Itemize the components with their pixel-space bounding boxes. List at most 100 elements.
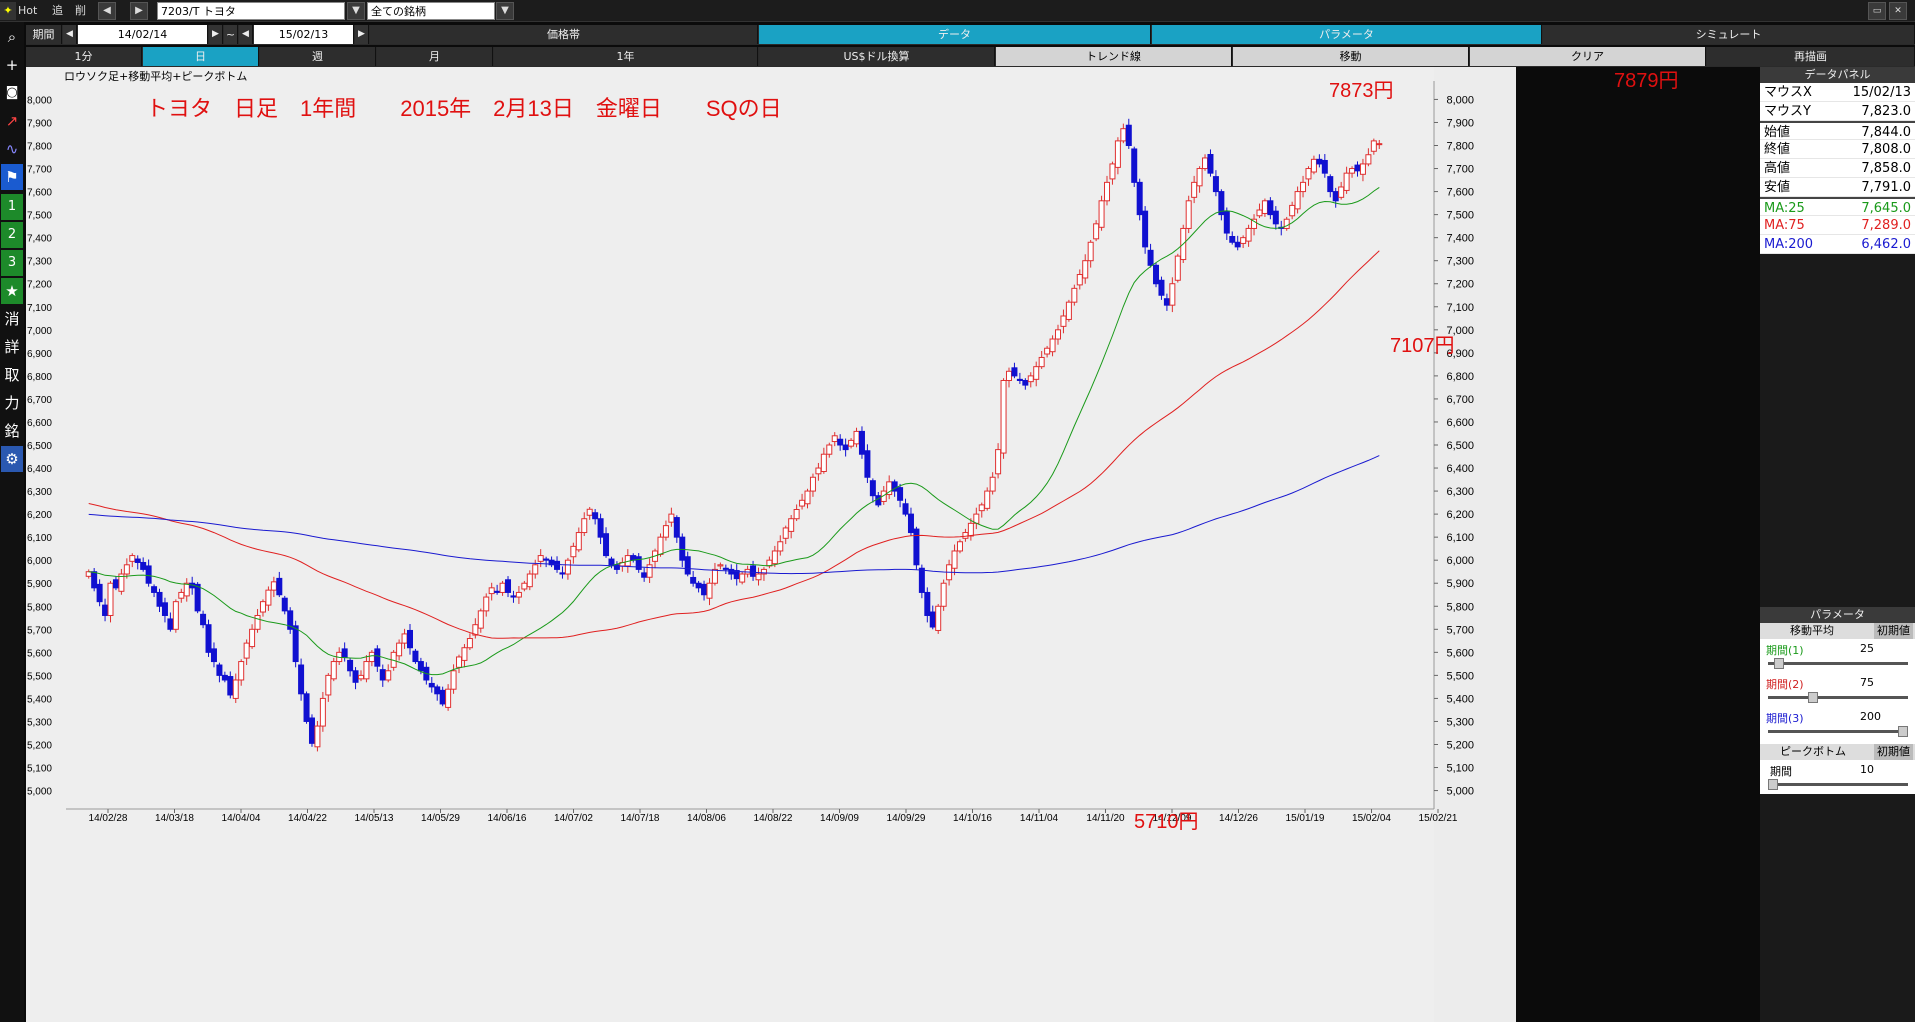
universe-dropdown-icon[interactable]: ▼ [496,2,514,20]
data-panel-row: 終値 7,808.0 [1760,140,1915,159]
tab-price-range[interactable]: 価格帯 [370,25,758,44]
y-tick-label: 7,000 [1446,325,1474,337]
ma1-slider-knob[interactable] [1774,658,1784,669]
symbol-dropdown-icon[interactable]: ▼ [347,2,365,20]
forward-arrow-icon[interactable]: ▶ [130,2,148,20]
candle-body [1098,200,1105,228]
candle-body [276,577,283,596]
lightbulb-icon[interactable]: ✦ [0,2,16,20]
candle-body [662,525,669,538]
flag-icon[interactable]: ⚑ [1,164,23,190]
candle-body [1240,237,1247,244]
peak-bottom-period-label: 期間 [1770,765,1792,778]
tab-1min[interactable]: 1分 [26,47,142,66]
candle-body [592,512,599,520]
star-icon[interactable]: ★ [1,278,23,304]
ma2-value[interactable]: 75 [1860,676,1874,689]
date-to-prev-icon[interactable]: ◀ [239,25,253,44]
add-button[interactable]: 追 [52,4,63,17]
y-tick-label-left: 7,000 [27,326,52,337]
candle-body [804,490,811,505]
ma3-slider[interactable] [1768,726,1908,737]
candle-body [962,532,969,539]
data-panel-title: データパネル [1760,67,1915,83]
date-from-prev-icon[interactable]: ◀ [63,25,77,44]
tab-data[interactable]: データ [759,25,1151,44]
erase-button[interactable]: 消 [4,310,20,328]
stock-button[interactable]: 銘 [4,422,20,440]
camera-icon[interactable]: ◙ [5,85,19,100]
wave-chart-icon[interactable]: ∿ [5,140,19,158]
ma-reset-button[interactable]: 初期値 [1874,623,1913,639]
tab-monthly[interactable]: 月 [377,47,493,66]
preset-3-button[interactable]: 3 [1,250,23,276]
crosshair-icon[interactable]: + [5,56,19,74]
delete-button[interactable]: 削 [75,4,86,17]
candle-body [1354,164,1361,172]
date-from-next-icon[interactable]: ▶ [209,25,223,44]
trendline-button[interactable]: トレンド線 [996,47,1232,66]
tab-daily[interactable]: 日 [143,47,259,66]
tab-simulate[interactable]: シミュレート [1543,25,1915,44]
symbol-field[interactable]: 7203/T トヨタ [157,2,345,20]
move-button[interactable]: 移動 [1233,47,1469,66]
peak-bottom-slider-knob[interactable] [1768,779,1778,790]
detail-button[interactable]: 詳 [4,338,20,356]
candle-body [564,559,571,575]
candle-body [96,583,103,603]
back-arrow-icon[interactable]: ◀ [98,2,116,20]
redraw-button[interactable]: 再描画 [1707,47,1915,66]
ma2-slider-knob[interactable] [1808,692,1818,703]
data-panel-row: MA:25 7,645.0 [1760,197,1915,216]
ma1-value[interactable]: 25 [1860,642,1874,655]
search-icon[interactable]: ⌕ [7,28,17,46]
peak-bottom-reset-button[interactable]: 初期値 [1874,744,1913,760]
price-chart[interactable]: 8,000 8,000 7,900 7,900 7,800 7,800 7,700 7,700… [26,67,1679,1022]
candle-body [848,439,855,447]
candle-body [793,509,800,520]
candle-body [907,513,914,534]
tab-weekly[interactable]: 週 [260,47,376,66]
ma2-slider[interactable] [1768,692,1908,703]
y-tick-label-left: 8,000 [27,95,52,106]
date-to-next-icon[interactable]: ▶ [355,25,369,44]
data-panel-value: 7,791.0 [1861,180,1911,195]
candle-body [102,604,109,616]
preset-1-button[interactable]: 1 [1,194,23,220]
candle-body [1147,249,1154,266]
x-tick-label: 14/03/18 [155,813,194,824]
candle-body [820,453,827,472]
line-chart-icon[interactable]: ↗ [5,112,19,130]
date-from-field[interactable]: 14/02/14 [78,25,208,44]
candle-body [368,651,375,663]
candle-body [842,444,849,451]
candle-body [1131,148,1138,183]
power-button[interactable]: 力 [4,394,20,412]
ma3-value[interactable]: 200 [1860,710,1881,723]
y-tick-label: 5,200 [1446,739,1474,751]
trade-button[interactable]: 取 [4,366,20,384]
close-icon[interactable]: ✕ [1889,2,1907,20]
universe-select[interactable]: 全ての銘柄 [367,2,495,20]
y-tick-label: 6,800 [1446,371,1474,383]
candle-body [352,670,359,683]
preset-2-button[interactable]: 2 [1,222,23,248]
ma1-slider[interactable] [1768,658,1908,669]
peak-bottom-slider[interactable] [1768,779,1908,790]
candle-body [809,476,816,492]
chart-canvas[interactable]: 8,000 8,000 7,900 7,900 7,800 7,800 7,700 7,700… [26,67,1516,1022]
hot-button[interactable]: Hot [18,4,38,17]
candle-body [379,669,386,681]
peak-bottom-title: ピークボトム [1780,745,1846,758]
tab-1year[interactable]: 1年 [494,47,758,66]
tab-parameters[interactable]: パラメータ [1152,25,1542,44]
gear-icon[interactable]: ⚙ [1,446,23,472]
clear-button[interactable]: クリア [1470,47,1706,66]
x-tick-label: 14/11/20 [1086,813,1125,824]
candle-body [1202,157,1209,170]
ma3-slider-knob[interactable] [1898,726,1908,737]
peak-bottom-period-value[interactable]: 10 [1860,763,1874,776]
minimize-icon[interactable]: ▭ [1868,2,1886,20]
date-to-field[interactable]: 15/02/13 [254,25,354,44]
usd-convert-button[interactable]: US$ドル換算 [759,47,995,66]
